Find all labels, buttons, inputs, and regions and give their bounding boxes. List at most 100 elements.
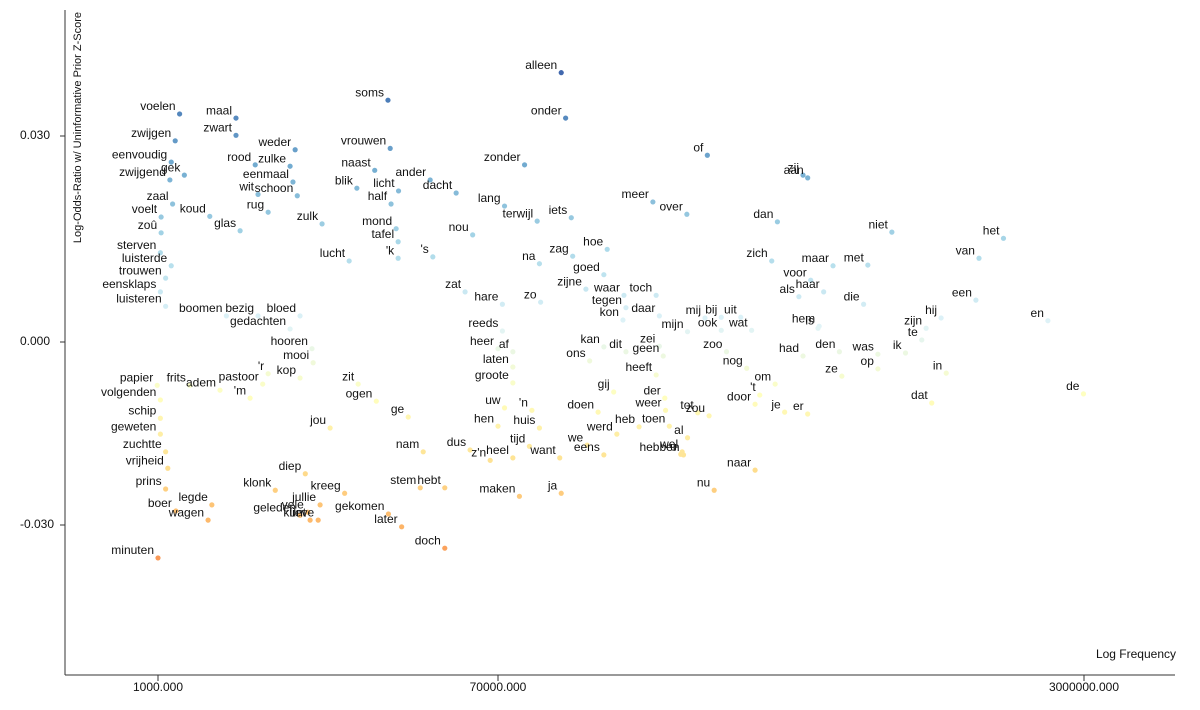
point-label: legde	[178, 490, 208, 504]
point-label: alleen	[525, 58, 557, 72]
point-label: dit	[609, 337, 622, 351]
point-label: mooi	[283, 348, 309, 362]
point-label: werd	[586, 419, 613, 433]
point	[656, 343, 662, 349]
point-label: zulke	[258, 151, 286, 165]
x-tick-label: 1000.000	[133, 680, 183, 694]
point	[315, 517, 321, 523]
point	[938, 315, 944, 321]
point	[653, 292, 659, 298]
point	[373, 398, 379, 404]
point	[723, 349, 730, 355]
point	[430, 254, 436, 260]
point	[601, 452, 607, 458]
point-label: nou	[449, 220, 469, 234]
point	[158, 230, 164, 236]
point-label: er	[793, 399, 804, 413]
point-label: uit	[724, 302, 737, 316]
point-label: zonder	[484, 150, 521, 164]
point-label: mijn	[662, 317, 684, 331]
point	[621, 292, 627, 298]
point-label: dus	[447, 435, 466, 449]
x-axis-label: Log Frequency	[1096, 647, 1176, 661]
point	[487, 457, 493, 463]
point-label: zijn	[904, 313, 922, 327]
point-label: nam	[396, 437, 419, 451]
point	[636, 424, 642, 430]
point	[587, 358, 593, 364]
point	[167, 177, 173, 183]
point	[782, 409, 788, 415]
point-label: lucht	[320, 246, 346, 260]
point-label: om	[754, 369, 771, 383]
point-label: is	[805, 313, 814, 327]
point-label: ook	[698, 315, 718, 329]
point	[796, 294, 802, 300]
point-label: der	[643, 383, 660, 397]
point-label: den	[815, 337, 835, 351]
point-label: voor	[783, 265, 806, 279]
point-label: kunt	[283, 505, 306, 519]
point	[536, 425, 543, 431]
point	[536, 261, 543, 267]
point-label: aan	[784, 163, 804, 177]
point-label: eensklaps	[102, 277, 156, 291]
point-label: door	[727, 389, 751, 403]
point-label: kan	[580, 332, 599, 346]
point-label: gek	[161, 160, 181, 174]
point	[247, 395, 253, 401]
point	[875, 366, 881, 372]
point-label: hare	[474, 289, 498, 303]
point	[442, 545, 448, 551]
point	[538, 299, 544, 305]
point	[510, 349, 516, 355]
point-label: want	[529, 443, 556, 457]
point-label: ja	[547, 478, 558, 492]
point-label: tijd	[510, 431, 525, 445]
point-label: het	[983, 223, 1000, 237]
point-label: hen	[474, 411, 494, 425]
point	[417, 485, 423, 491]
point	[427, 177, 433, 183]
point	[163, 449, 169, 455]
point-label: nu	[697, 475, 710, 489]
point-label: zit	[342, 369, 355, 383]
point-label: hebt	[417, 473, 441, 487]
point-label: gedachten	[230, 314, 286, 328]
y-tick-label: 0.030	[20, 128, 50, 142]
point-label: niet	[869, 217, 889, 231]
point	[470, 232, 476, 238]
point-label: rood	[227, 150, 251, 164]
point-label: luisteren	[116, 291, 161, 305]
point-label: huis	[513, 413, 535, 427]
point-label: nog	[723, 353, 743, 367]
point-label: zat	[445, 277, 462, 291]
point-label: hoe	[583, 234, 603, 248]
point	[163, 275, 169, 281]
point	[534, 218, 540, 224]
point	[521, 162, 528, 168]
point-label: daar	[631, 301, 655, 315]
point-label: ge	[391, 402, 405, 416]
point-label: weer	[635, 395, 662, 409]
point-label: 'n	[519, 395, 528, 409]
point-label: met	[844, 250, 865, 264]
point-label: zij	[788, 160, 799, 174]
point-label: 'k	[386, 243, 395, 257]
point-label: half	[368, 189, 388, 203]
point	[342, 490, 348, 496]
point	[209, 502, 215, 508]
point-label: wagen	[168, 505, 204, 519]
point	[319, 221, 325, 227]
point	[595, 409, 601, 415]
point	[310, 360, 316, 366]
point	[168, 159, 174, 165]
point	[385, 97, 391, 103]
point	[501, 203, 508, 209]
point	[929, 400, 935, 406]
point	[181, 172, 187, 178]
point-label: na	[522, 249, 536, 263]
point	[165, 465, 171, 471]
point	[290, 179, 296, 185]
point-label: je	[770, 397, 781, 411]
